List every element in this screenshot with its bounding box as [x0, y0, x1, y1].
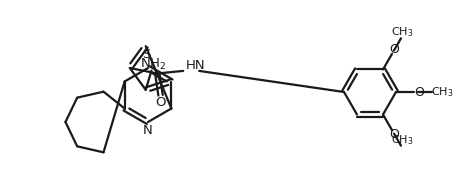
Text: CH$_3$: CH$_3$	[390, 25, 413, 39]
Text: S: S	[142, 48, 150, 61]
Text: O: O	[155, 96, 165, 109]
Text: CH$_3$: CH$_3$	[390, 133, 413, 146]
Text: HN: HN	[185, 59, 205, 72]
Text: N: N	[143, 123, 152, 136]
Text: NH$_2$: NH$_2$	[140, 57, 166, 72]
Text: O: O	[389, 128, 399, 141]
Text: O: O	[413, 85, 423, 98]
Text: CH$_3$: CH$_3$	[430, 85, 452, 99]
Text: O: O	[389, 43, 399, 56]
